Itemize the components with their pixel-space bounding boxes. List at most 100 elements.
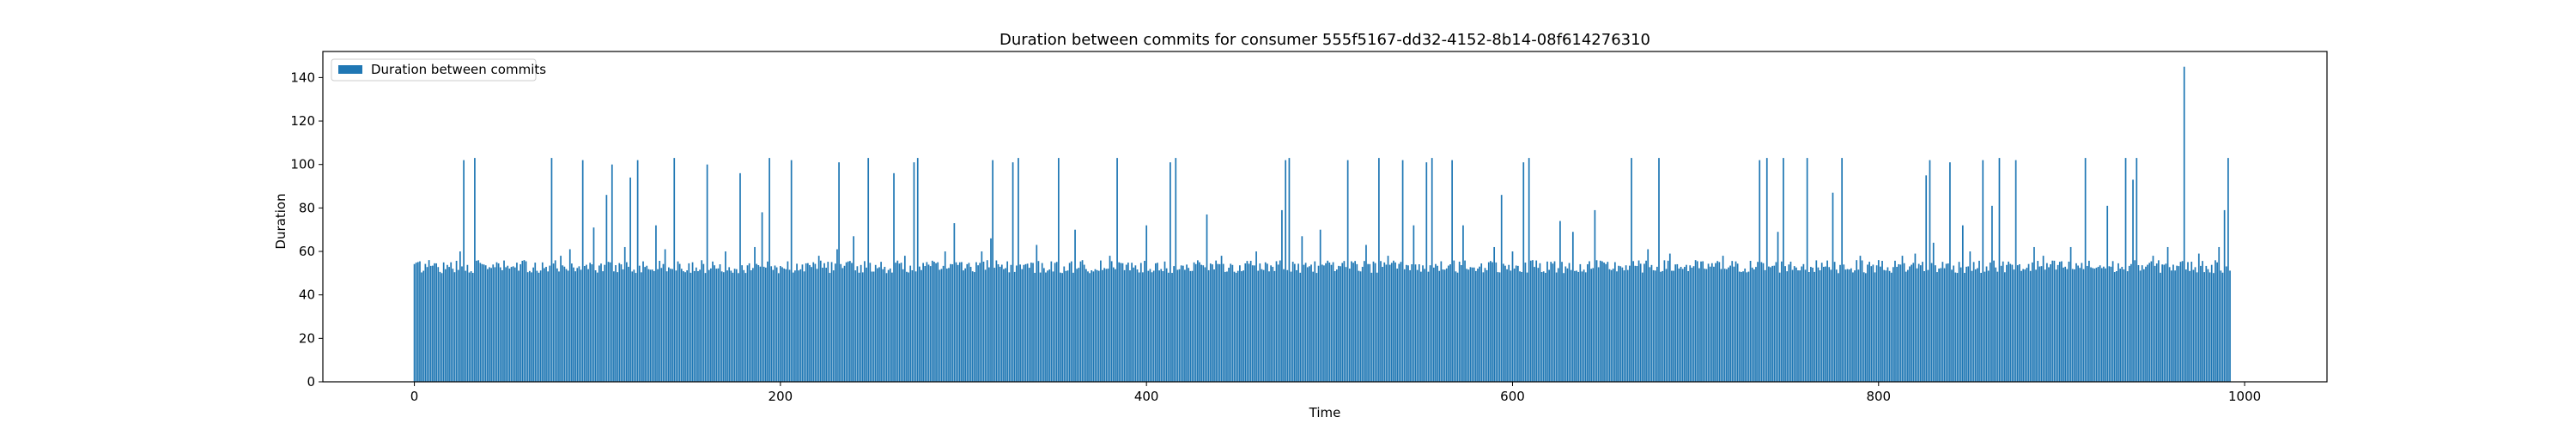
bar: [969, 267, 972, 382]
bar: [1826, 260, 1828, 382]
bar: [1319, 229, 1321, 382]
bar: [1892, 267, 1894, 382]
bar: [1162, 271, 1164, 382]
bar: [1058, 158, 1060, 383]
bar: [1283, 269, 1285, 382]
bar: [2216, 262, 2218, 382]
bar: [1323, 265, 1325, 382]
bar: [453, 272, 456, 382]
bar: [913, 162, 915, 382]
bar: [1403, 269, 1406, 382]
bar: [1951, 269, 1953, 382]
bar: [1517, 265, 1519, 382]
bar: [2037, 261, 2039, 382]
bar: [583, 265, 586, 382]
bar: [1595, 260, 1598, 382]
bar: [1765, 158, 1768, 383]
bar: [1777, 232, 1779, 382]
bar: [1042, 268, 1045, 382]
bar: [1830, 269, 1832, 382]
bar: [1420, 271, 1422, 382]
bar: [534, 263, 537, 382]
bar: [1922, 262, 1923, 382]
bar: [1194, 263, 1197, 382]
bar: [963, 270, 964, 382]
bar: [702, 263, 705, 382]
bar: [1382, 267, 1383, 382]
bar: [664, 249, 666, 382]
bar: [1636, 266, 1638, 382]
bar: [856, 266, 859, 382]
bar: [693, 270, 696, 382]
bar: [948, 268, 950, 382]
bar: [544, 268, 545, 382]
bar: [1127, 263, 1129, 382]
bar: [823, 263, 825, 382]
bar: [1094, 269, 1097, 382]
bar: [1814, 271, 1816, 382]
bar: [1576, 270, 1577, 382]
bar: [1616, 271, 1618, 382]
bar: [605, 195, 608, 382]
bar: [1365, 245, 1367, 382]
bar: [866, 267, 867, 382]
bar: [1370, 272, 1373, 382]
bar: [1321, 264, 1323, 382]
bar: [1667, 260, 1669, 382]
bar: [1348, 269, 1351, 382]
bar: [1116, 158, 1118, 383]
bar: [1160, 269, 1163, 382]
bar: [2068, 261, 2070, 382]
bar: [781, 267, 783, 382]
bar: [1328, 262, 1331, 382]
bar: [1943, 268, 1946, 382]
bar: [1393, 260, 1394, 382]
bar: [1327, 260, 1329, 382]
bars-group: [413, 66, 2231, 383]
bar: [1055, 262, 1058, 382]
bar: [545, 267, 547, 382]
bar: [2124, 158, 2127, 383]
bar: [2095, 268, 2098, 382]
bar: [1791, 269, 1794, 382]
bar: [1723, 269, 1726, 382]
bar: [1189, 270, 1192, 382]
bar: [1385, 264, 1388, 382]
bar: [811, 267, 812, 382]
bar: [2196, 272, 2198, 382]
bar: [2155, 263, 2158, 382]
bar: [2040, 266, 2043, 382]
bar: [1246, 261, 1249, 382]
bar: [2145, 266, 2147, 382]
bar: [975, 262, 977, 382]
bar: [1854, 270, 1856, 382]
bar: [945, 269, 948, 382]
bar: [1909, 266, 1911, 382]
bar: [600, 263, 602, 382]
bar: [1453, 260, 1455, 382]
bar: [2205, 265, 2208, 382]
bar: [429, 265, 432, 382]
bar: [1528, 158, 1530, 383]
bar: [611, 164, 613, 382]
bar: [1702, 261, 1704, 382]
bar: [697, 271, 699, 382]
bar: [1261, 269, 1263, 382]
bar: [1341, 263, 1344, 382]
bar: [1222, 263, 1224, 382]
bar: [2050, 264, 2051, 382]
bar: [1358, 270, 1360, 382]
bar: [2105, 268, 2106, 382]
bar: [1136, 269, 1139, 382]
bar: [1793, 266, 1795, 382]
bar: [1645, 260, 1647, 382]
bar: [2202, 261, 2203, 382]
bar: [1815, 260, 1818, 382]
bar: [1424, 269, 1426, 382]
bar: [523, 260, 526, 382]
bar: [1065, 270, 1067, 382]
bar: [1953, 265, 1955, 382]
bar: [1032, 263, 1034, 382]
bar: [635, 273, 637, 382]
bar: [1709, 266, 1711, 382]
